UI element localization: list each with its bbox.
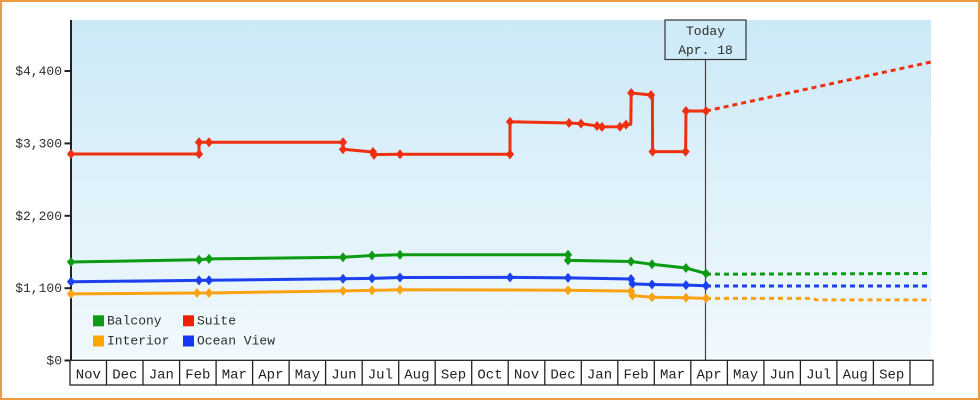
svg-text:Suite: Suite bbox=[197, 314, 236, 329]
svg-text:Oct: Oct bbox=[477, 367, 502, 383]
svg-text:Jun: Jun bbox=[769, 367, 794, 383]
svg-text:$2,200: $2,200 bbox=[15, 209, 62, 224]
svg-text:Jul: Jul bbox=[368, 367, 393, 383]
svg-text:Aug: Aug bbox=[843, 367, 868, 383]
svg-text:Jul: Jul bbox=[806, 367, 831, 383]
svg-text:Interior: Interior bbox=[107, 334, 169, 349]
svg-text:$4,400: $4,400 bbox=[15, 64, 62, 79]
svg-text:Aug: Aug bbox=[404, 367, 429, 383]
svg-text:May: May bbox=[295, 367, 320, 383]
svg-text:Apr: Apr bbox=[258, 367, 283, 383]
svg-text:Ocean View: Ocean View bbox=[197, 334, 275, 349]
svg-text:Feb: Feb bbox=[623, 367, 648, 383]
svg-text:Dec: Dec bbox=[112, 367, 137, 383]
svg-text:Jan: Jan bbox=[587, 367, 612, 383]
svg-text:$1,100: $1,100 bbox=[15, 281, 62, 296]
svg-text:Nov: Nov bbox=[76, 367, 101, 383]
svg-text:Sep: Sep bbox=[879, 367, 904, 383]
svg-text:Feb: Feb bbox=[185, 367, 210, 383]
svg-text:Balcony: Balcony bbox=[107, 314, 162, 329]
svg-text:Sep: Sep bbox=[441, 367, 466, 383]
svg-text:Nov: Nov bbox=[514, 367, 539, 383]
svg-text:Apr: Apr bbox=[696, 367, 721, 383]
svg-text:$3,300: $3,300 bbox=[15, 136, 62, 151]
svg-text:Jan: Jan bbox=[149, 367, 174, 383]
svg-text:$0: $0 bbox=[46, 354, 62, 369]
svg-text:May: May bbox=[733, 367, 758, 383]
svg-text:Mar: Mar bbox=[222, 367, 247, 383]
svg-text:Jun: Jun bbox=[331, 367, 356, 383]
svg-text:Mar: Mar bbox=[660, 367, 685, 383]
svg-text:Today: Today bbox=[686, 24, 725, 39]
svg-text:Dec: Dec bbox=[550, 367, 575, 383]
svg-text:Apr. 18: Apr. 18 bbox=[678, 43, 733, 58]
